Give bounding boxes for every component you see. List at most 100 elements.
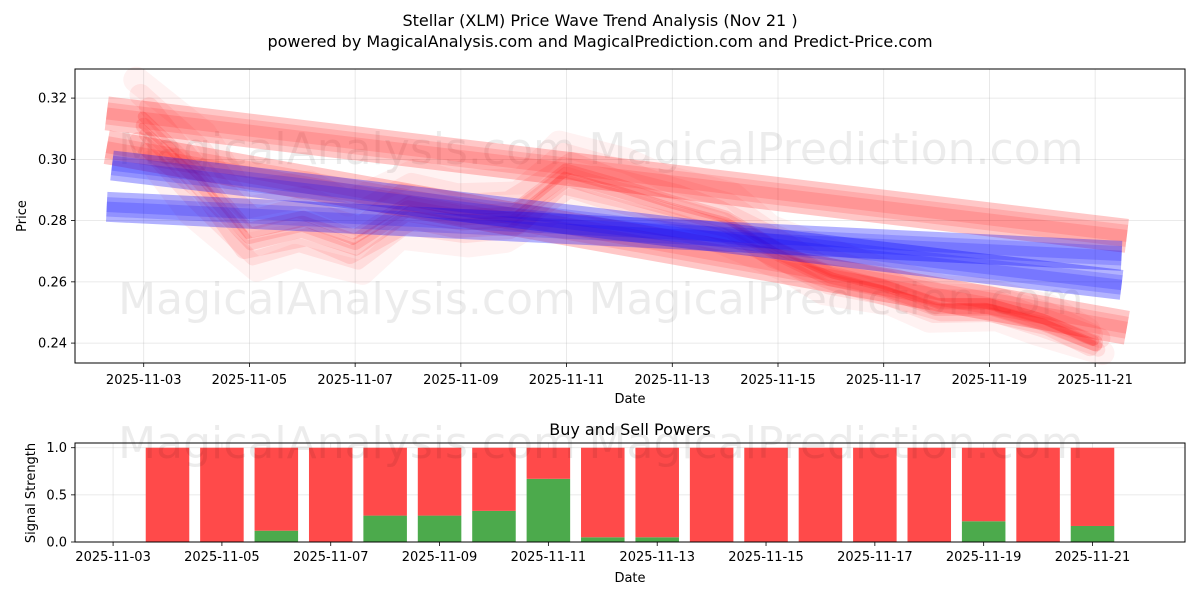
sell-power-bar [1016, 447, 1060, 542]
x-tick-label: 2025-11-05 [212, 373, 288, 388]
price-wave-line [129, 132, 1099, 357]
x-tick-label: 2025-11-15 [728, 550, 804, 565]
sell-power-bar [581, 447, 625, 538]
trend-band-line [111, 160, 1123, 291]
y-tick-label: 0.28 [38, 214, 67, 229]
price-wave-line [123, 66, 1101, 344]
price-wave-line [129, 84, 1103, 346]
price-wave-line [138, 128, 1103, 352]
sell-power-bar [853, 447, 897, 542]
sell-power-bar [689, 447, 734, 542]
chart-subtitle: powered by MagicalAnalysis.com and Magic… [267, 32, 932, 51]
sell-power-bar [308, 447, 353, 542]
buy-power-bar [417, 515, 462, 542]
x-tick-label: 2025-11-09 [402, 550, 478, 565]
trend-band-line [106, 197, 1123, 266]
price-chart-watermarks: MagicalAnalysis.com MagicalPrediction.co… [118, 124, 1083, 325]
sell-power-bar [145, 447, 190, 542]
trend-band-line [104, 136, 1129, 339]
x-tick-label: 2025-11-03 [75, 550, 151, 565]
x-tick-label: 2025-11-19 [952, 373, 1028, 388]
price-chart-y-ticks: 0.24 0.26 0.28 0.30 0.32 [38, 92, 75, 352]
price-wave-line [139, 143, 1106, 357]
buy-power-bar [581, 537, 625, 542]
watermark-text: MagicalAnalysis.com [118, 274, 576, 325]
sell-power-bar [744, 447, 788, 542]
sell-power-bar [200, 447, 244, 542]
y-tick-label: 0.26 [38, 275, 67, 290]
x-tick-label: 2025-11-17 [846, 373, 922, 388]
sell-power-bar [635, 447, 679, 538]
price-wave-line [137, 111, 1100, 346]
x-tick-label: 2025-11-11 [529, 373, 605, 388]
watermark-text: MagicalAnalysis.com [118, 124, 576, 175]
buy-power-bar [1070, 525, 1115, 542]
powers-chart-x-label: Date [614, 571, 645, 586]
powers-bars [145, 447, 1115, 542]
x-tick-label: 2025-11-07 [317, 373, 393, 388]
price-chart-x-ticks: 2025-11-03 2025-11-05 2025-11-07 2025-11-09… [106, 363, 1133, 388]
x-tick-label: 2025-11-13 [635, 373, 711, 388]
watermark-text: MagicalPrediction.com [589, 274, 1084, 325]
x-tick-label: 2025-11-03 [106, 373, 182, 388]
watermark-text: MagicalPrediction.com [589, 124, 1084, 175]
x-tick-label: 2025-11-05 [184, 550, 260, 565]
trend-band-line [105, 191, 1123, 271]
price-wave-line [135, 117, 1104, 352]
buy-power-bar [635, 537, 679, 542]
y-tick-label: 0.24 [38, 337, 67, 352]
y-tick-label: 0.5 [46, 488, 67, 503]
trend-band-line [110, 155, 1123, 295]
price-chart-y-label: Price [15, 200, 30, 232]
price-chart-panel: MagicalAnalysis.com MagicalPrediction.co… [15, 66, 1186, 407]
powers-chart-panel: MagicalAnalysis.com MagicalPrediction.co… [24, 418, 1186, 586]
x-tick-label: 2025-11-17 [837, 550, 913, 565]
sell-power-bar [907, 447, 952, 542]
powers-chart-y-label: Signal Strength [24, 443, 39, 543]
x-tick-label: 2025-11-15 [740, 373, 816, 388]
chart-title: Stellar (XLM) Price Wave Trend Analysis … [402, 11, 797, 30]
buy-power-bar [526, 478, 571, 542]
sell-power-bar [417, 447, 462, 516]
trend-band-line [106, 107, 1128, 242]
price-wave-layers [123, 66, 1115, 366]
sell-power-bar [1070, 447, 1115, 526]
sell-power-bar [363, 447, 407, 516]
y-tick-label: 0.30 [38, 153, 67, 168]
powers-chart-title: Buy and Sell Powers [549, 420, 711, 439]
sell-power-bar [254, 447, 299, 531]
trend-band-line [103, 130, 1130, 345]
y-tick-label: 0.32 [38, 92, 67, 107]
buy-power-bar [363, 515, 407, 542]
trend-band-line [110, 150, 1124, 300]
sell-power-bar [961, 447, 1006, 522]
x-tick-label: 2025-11-09 [423, 373, 499, 388]
trend-band-line [105, 102, 1129, 247]
y-tick-label: 1.0 [46, 441, 67, 456]
x-tick-label: 2025-11-11 [511, 550, 587, 565]
sell-power-bar [526, 447, 571, 479]
buy-power-bar [254, 530, 299, 542]
price-chart-grid [75, 69, 1185, 363]
powers-chart-y-ticks: 0.0 0.5 1.0 [46, 441, 75, 551]
trend-band-line [106, 201, 1122, 262]
x-tick-label: 2025-11-07 [293, 550, 369, 565]
x-tick-label: 2025-11-21 [1057, 373, 1133, 388]
price-wave-line [139, 150, 1115, 366]
price-wave-line [139, 97, 1111, 349]
price-chart-x-label: Date [614, 392, 645, 407]
price-wave-line [138, 122, 1096, 347]
powers-chart-x-ticks: 2025-11-03 2025-11-05 2025-11-07 2025-11-09… [75, 542, 1130, 565]
sell-power-bar [798, 447, 843, 542]
powers-chart-frame [74, 442, 1186, 543]
trend-band-line [104, 96, 1129, 253]
buy-power-bar [472, 510, 516, 542]
x-tick-label: 2025-11-13 [619, 550, 695, 565]
trend-band-line [105, 141, 1128, 334]
price-chart-frame [74, 68, 1186, 364]
x-tick-label: 2025-11-21 [1055, 550, 1131, 565]
x-tick-label: 2025-11-19 [946, 550, 1022, 565]
y-tick-label: 0.0 [46, 536, 67, 551]
buy-power-bar [961, 521, 1006, 542]
